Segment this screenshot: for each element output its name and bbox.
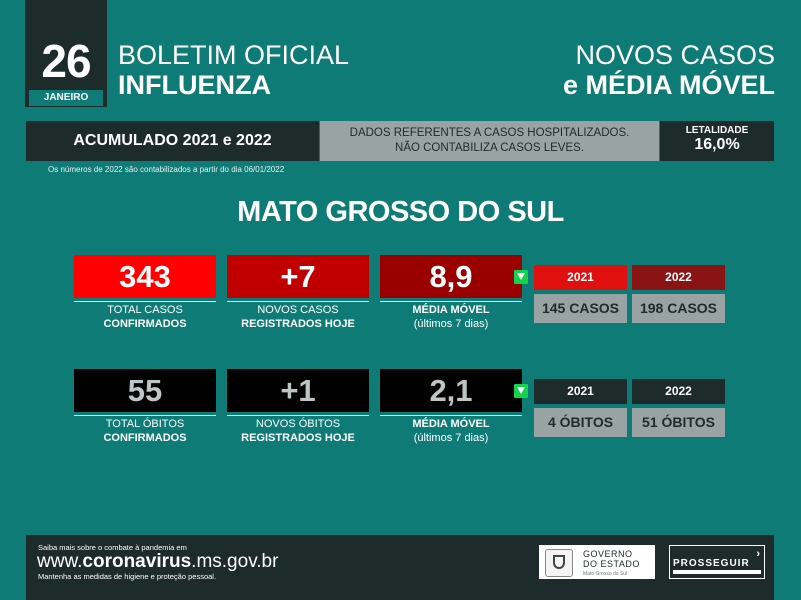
lethality-box: LETALIDADE 16,0% bbox=[660, 121, 774, 161]
total-deaths-value: 55 bbox=[74, 369, 216, 412]
section-subtitle: e MÉDIA MÓVEL bbox=[562, 70, 775, 100]
footer-url-prefix: www. bbox=[37, 551, 83, 572]
total-cases-label-line1: TOTAL CASOS bbox=[107, 304, 183, 316]
data-note-line1: DADOS REFERENTES A CASOS HOSPITALIZADOS. bbox=[349, 127, 630, 139]
gov-subtext: Mato Grosso do Sul bbox=[583, 571, 628, 577]
new-deaths-label: NOVOS ÓBITOS REGISTRADOS HOJE bbox=[227, 415, 369, 445]
footnote: Os números de 2022 são contabilizados a … bbox=[48, 165, 285, 174]
new-cases-label: NOVOS CASOS REGISTRADOS HOJE bbox=[227, 301, 369, 331]
section-title: NOVOS CASOS bbox=[575, 40, 775, 70]
avg-cases-label-line2: (últimos 7 dias) bbox=[413, 318, 489, 330]
footer-advice-text: Mantenha as medidas de higiene e proteçã… bbox=[38, 572, 217, 581]
cases-year-2022: 2022 bbox=[632, 265, 725, 290]
prosseguir-logo: PROSSEGUIR › bbox=[669, 545, 765, 579]
cases-2022-value: 198 CASOS bbox=[632, 294, 725, 323]
total-cases-value: 343 bbox=[74, 255, 216, 298]
lethality-value: 16,0% bbox=[694, 136, 740, 153]
arrow-down-icon bbox=[514, 270, 528, 284]
total-deaths-label: TOTAL ÓBITOS CONFIRMADOS bbox=[74, 415, 216, 445]
deaths-2022-value: 51 ÓBITOS bbox=[632, 408, 725, 437]
date-month: JANEIRO bbox=[29, 90, 103, 106]
avg-deaths-label-line2: (últimos 7 dias) bbox=[413, 432, 489, 444]
deaths-year-2022: 2022 bbox=[632, 379, 725, 404]
avg-deaths-label-line1: MÉDIA MÓVEL bbox=[412, 418, 490, 430]
deaths-2021-value: 4 ÓBITOS bbox=[534, 408, 627, 437]
total-deaths-label-line1: TOTAL ÓBITOS bbox=[105, 418, 185, 430]
avg-cases-label-line1: MÉDIA MÓVEL bbox=[412, 304, 490, 316]
total-deaths-label-line2: CONFIRMADOS bbox=[103, 432, 187, 444]
arrow-down-icon bbox=[514, 384, 528, 398]
gov-line1: GOVERNO bbox=[583, 549, 633, 559]
bulletin-title: BOLETIM OFICIAL bbox=[118, 40, 350, 70]
cases-year-2021: 2021 bbox=[534, 265, 627, 290]
data-note: DADOS REFERENTES A CASOS HOSPITALIZADOS.… bbox=[320, 121, 659, 161]
deaths-year-2021: 2021 bbox=[534, 379, 627, 404]
government-logo: GOVERNO DO ESTADO Mato Grosso do Sul bbox=[539, 545, 655, 579]
state-seal-icon bbox=[545, 549, 573, 577]
footer-url-domain: coronavirus bbox=[82, 551, 192, 572]
avg-deaths-value: 2,1 bbox=[380, 369, 522, 412]
new-deaths-label-line1: NOVOS ÓBITOS bbox=[255, 418, 341, 430]
total-cases-label-line2: CONFIRMADOS bbox=[103, 318, 187, 330]
prosseguir-text: PROSSEGUIR bbox=[673, 558, 750, 569]
new-deaths-label-line2: REGISTRADOS HOJE bbox=[241, 432, 355, 444]
accumulated-label: ACUMULADO 2021 e 2022 bbox=[26, 121, 319, 161]
footer-info-text: Saiba mais sobre o combate à pandemia em bbox=[38, 543, 187, 552]
new-deaths-value: +1 bbox=[227, 369, 369, 412]
gov-line2: DO ESTADO bbox=[583, 559, 640, 569]
date-day: 26 bbox=[41, 35, 91, 87]
date-box bbox=[25, 0, 107, 107]
footer-url-suffix: .ms.gov.br bbox=[191, 551, 279, 572]
data-note-line2: NÃO CONTABILIZA CASOS LEVES. bbox=[395, 142, 584, 154]
chevron-right-icon: › bbox=[756, 548, 760, 560]
avg-cases-label: MÉDIA MÓVEL (últimos 7 dias) bbox=[380, 301, 522, 331]
new-cases-label-line1: NOVOS CASOS bbox=[257, 304, 339, 316]
bulletin-subtitle: INFLUENZA bbox=[118, 70, 271, 100]
avg-cases-value: 8,9 bbox=[380, 255, 522, 298]
avg-deaths-label: MÉDIA MÓVEL (últimos 7 dias) bbox=[380, 415, 522, 445]
region-title: MATO GROSSO DO SUL bbox=[237, 196, 564, 228]
total-cases-label: TOTAL CASOS CONFIRMADOS bbox=[74, 301, 216, 331]
lethality-label: LETALIDADE bbox=[685, 125, 749, 136]
prosseguir-bar bbox=[673, 570, 761, 574]
cases-2021-value: 145 CASOS bbox=[534, 294, 627, 323]
new-cases-value: +7 bbox=[227, 255, 369, 298]
new-cases-label-line2: REGISTRADOS HOJE bbox=[241, 318, 355, 330]
gov-text: GOVERNO DO ESTADO bbox=[583, 549, 640, 569]
footer-url[interactable]: www.coronavirus.ms.gov.br bbox=[37, 551, 278, 573]
